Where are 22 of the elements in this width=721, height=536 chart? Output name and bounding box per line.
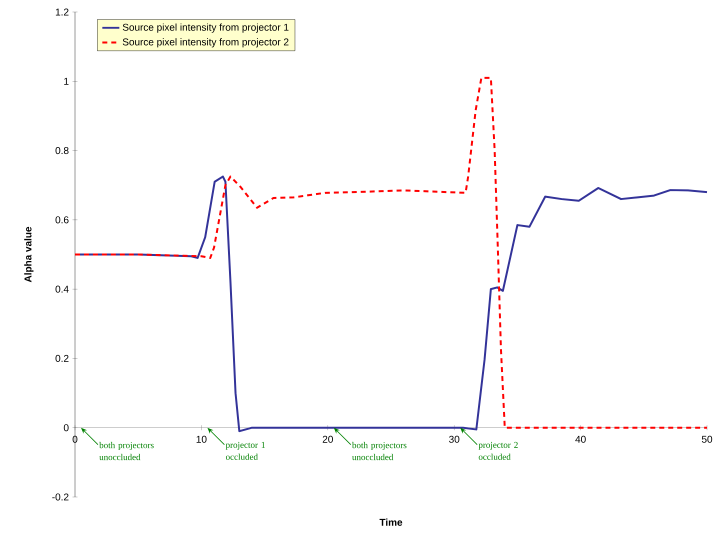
y-tick-label: 0 <box>64 424 69 432</box>
annotation: both projectors unoccluded <box>352 442 406 460</box>
x-tick-label: 30 <box>449 436 460 443</box>
y-tick-label: 0.2 <box>56 354 68 362</box>
x-tick-label: 20 <box>322 436 333 443</box>
annotation: projector 1 occluded <box>226 442 265 460</box>
x-tick-label: 40 <box>575 436 586 443</box>
annotation: projector 2 occluded <box>478 442 518 460</box>
y-tick-label: 1.2 <box>56 8 68 16</box>
x-tick-label: 0 <box>72 436 78 443</box>
annotation: both projectors unoccluded <box>99 442 154 460</box>
x-tick-label: 50 <box>702 436 712 443</box>
y-tick-label: 0.8 <box>56 147 69 154</box>
y-tick-label: 0.4 <box>56 286 69 293</box>
y-tick-label: 0.6 <box>56 216 69 224</box>
legend-label: Source pixel intensity from projector 1 <box>122 23 288 33</box>
y-tick-label: 1 <box>64 78 69 85</box>
x-tick-label: 10 <box>196 436 207 443</box>
x-axis-title: Time <box>380 518 402 526</box>
legend-label: Source pixel intensity from projector 2 <box>122 38 288 48</box>
y-tick-label: -0.2 <box>52 493 68 501</box>
y-axis-title: Alpha value <box>24 226 34 282</box>
